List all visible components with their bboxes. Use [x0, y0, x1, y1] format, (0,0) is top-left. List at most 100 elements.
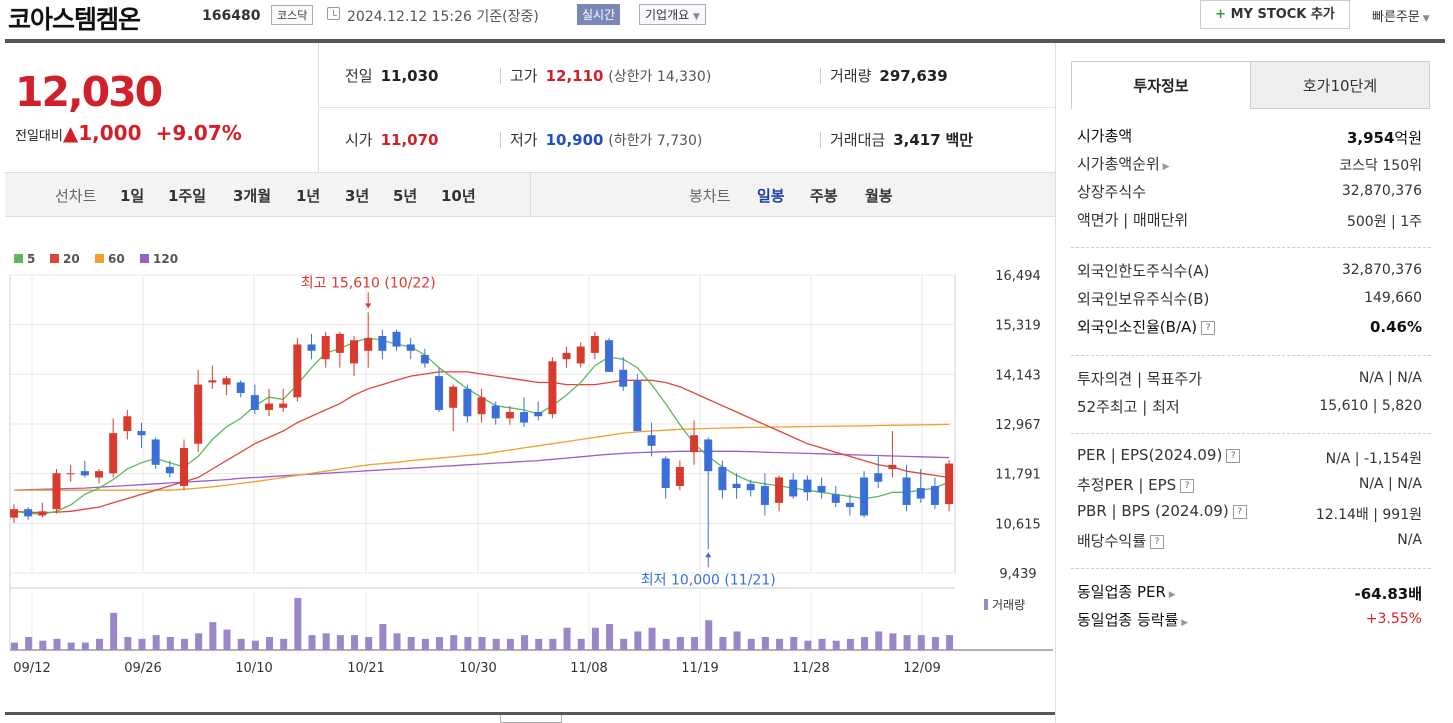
info-divider: [1071, 355, 1431, 356]
chevron-right-icon[interactable]: ▶: [1178, 618, 1189, 628]
candle-body: [123, 416, 132, 432]
volume-bar: [606, 624, 614, 650]
candle-body: [38, 511, 47, 516]
info-row: 52주최고 | 최저 15,610 | 5,820: [1077, 396, 1422, 424]
candle-body: [477, 397, 486, 415]
candle-body: [420, 355, 429, 364]
candle-body: [109, 433, 118, 474]
upper-limit: (상한가 14,330): [608, 69, 712, 85]
volume-bar: [421, 638, 429, 650]
mystock-add-button[interactable]: + MY STOCK 추가: [1200, 0, 1350, 29]
volume-bar: [464, 637, 472, 650]
info-row: 액면가 | 매매단위 500원 | 1주: [1077, 209, 1422, 237]
volume-bar: [280, 638, 288, 650]
prev-close-value: 11,030: [380, 67, 439, 85]
candle-body: [690, 435, 699, 453]
chevron-down-icon: ▼: [693, 12, 700, 22]
calendar-icon: [327, 7, 340, 20]
help-icon[interactable]: ?: [1150, 534, 1165, 549]
info-label-text: 동일업종 등락률: [1077, 611, 1179, 629]
info-label: 동일업종 PER ▶: [1077, 581, 1176, 602]
corp-overview-label: 기업개요: [645, 8, 690, 22]
volume-legend-swatch: [984, 599, 988, 610]
help-icon[interactable]: ?: [1180, 478, 1195, 493]
candle-body: [265, 403, 274, 410]
help-icon[interactable]: ?: [1232, 504, 1247, 519]
tab-5y[interactable]: 5년: [393, 187, 418, 205]
info-value-text: N/A | N/A: [1358, 476, 1422, 492]
min-annotation: 최저 10,000 (11/21): [641, 572, 776, 588]
tab-1w[interactable]: 1주일: [168, 187, 207, 205]
info-value: 코스닥 150위: [1339, 155, 1422, 175]
info-row: PBR | BPS (2024.09)? 12.14배 | 991원: [1077, 502, 1422, 530]
tab-monthly[interactable]: 월봉: [865, 187, 893, 205]
high-value: 12,110: [545, 67, 604, 85]
market-badge: 코스닥: [271, 5, 314, 25]
tab-1y[interactable]: 1년: [296, 187, 321, 205]
info-label: 시가총액순위 ▶: [1077, 153, 1170, 174]
candle-body: [505, 412, 514, 419]
chevron-right-icon[interactable]: ▶: [1165, 590, 1176, 600]
help-icon[interactable]: ?: [1201, 320, 1216, 335]
tab-3m[interactable]: 3개월: [233, 187, 272, 205]
info-row: 시가총액 3,954억원: [1077, 125, 1422, 153]
candle-body: [576, 346, 585, 364]
chart-expand-handle[interactable]: [500, 715, 562, 723]
candle-body: [590, 335, 599, 353]
tab-invest-info[interactable]: 투자정보: [1071, 61, 1251, 109]
volume-bar: [266, 637, 274, 650]
candle-body: [874, 473, 883, 482]
legend-swatch: [14, 254, 23, 263]
candle-body: [180, 447, 189, 486]
volume-bar: [875, 631, 883, 650]
tab-orderbook[interactable]: 호가10단계: [1250, 61, 1430, 109]
tab-1d[interactable]: 1일: [120, 187, 145, 205]
summary-row-divider: [318, 107, 1055, 108]
info-value-text: 32,870,376: [1341, 183, 1422, 199]
tab-3y[interactable]: 3년: [345, 187, 370, 205]
cell-divider: [820, 68, 821, 84]
info-row: 외국인한도주식수(A) 32,870,376: [1077, 260, 1422, 288]
candle-body: [661, 458, 670, 489]
chevron-right-icon[interactable]: ▶: [1159, 162, 1170, 172]
candle-body: [137, 431, 146, 436]
volume-bar: [790, 637, 798, 650]
candle-body: [647, 435, 656, 446]
ma-line-60: [14, 423, 950, 491]
quick-order-button[interactable]: 빠른주문 ▼: [1372, 6, 1430, 25]
prev-close-label: 전일: [345, 67, 373, 85]
info-value-text: 32,870,376: [1341, 262, 1422, 278]
min-arrow-head: [705, 552, 712, 558]
volume-bar: [846, 638, 854, 650]
help-icon[interactable]: ?: [1226, 448, 1241, 463]
tab-10y[interactable]: 10년: [441, 187, 476, 205]
candle-body: [406, 344, 415, 351]
info-row: 배당수익률? N/A: [1077, 530, 1422, 558]
candle-body: [619, 369, 628, 387]
candle-body: [945, 463, 954, 505]
tab-weekly[interactable]: 주봉: [810, 187, 838, 205]
volume-bar: [818, 638, 826, 650]
legend-label: 20: [63, 252, 80, 266]
x-tick-label: 11/28: [792, 661, 829, 676]
info-value: N/A | N/A: [1359, 370, 1422, 386]
volume-bar: [195, 633, 203, 650]
tab-daily[interactable]: 일봉: [757, 187, 785, 205]
info-value: 500원 | 1주: [1347, 211, 1422, 231]
candle-body: [52, 473, 61, 510]
volume-bar: [931, 637, 939, 650]
volume-bar: [776, 638, 784, 650]
chart-tabs: 선차트 1일 1주일 3개월 1년 3년 5년 10년 봉차트 일봉 주봉 월봉: [5, 173, 1055, 217]
realtime-button[interactable]: 실시간: [577, 4, 621, 25]
candle-body: [449, 386, 458, 408]
open-label: 시가: [345, 131, 373, 149]
candle-body: [151, 439, 160, 465]
corp-overview-dropdown[interactable]: 기업개요 ▼: [639, 4, 706, 25]
y-tick-label: 9,439: [999, 567, 1036, 582]
candle-chart-label: 봉차트: [689, 187, 731, 205]
volume-bar: [251, 640, 259, 650]
x-tick-label: 11/08: [570, 661, 607, 676]
info-label: 배당수익률?: [1077, 530, 1165, 551]
change-label: 전일대비: [15, 129, 63, 144]
